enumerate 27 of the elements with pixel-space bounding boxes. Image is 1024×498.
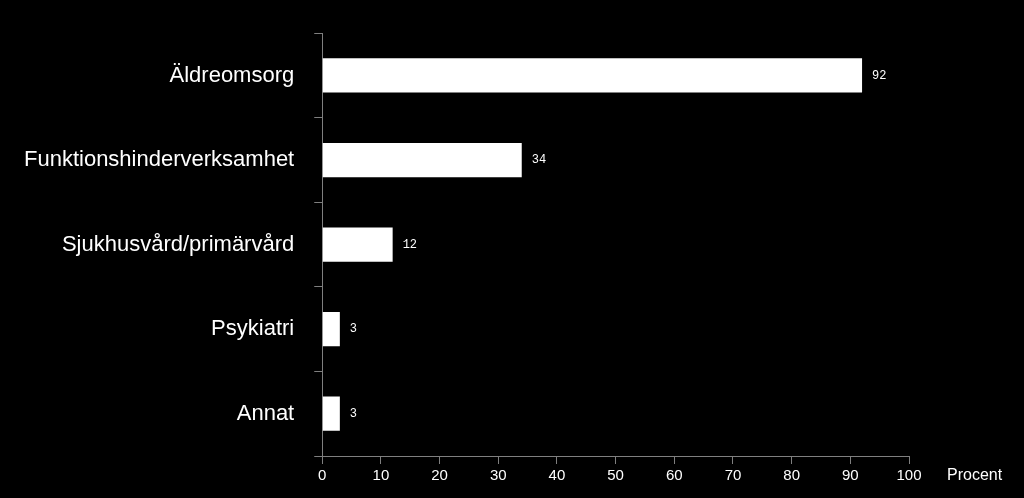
y-tick-label: Funktionshinderverksamhet bbox=[23, 146, 295, 172]
x-tick-label: 80 bbox=[783, 466, 800, 484]
bar bbox=[322, 142, 522, 178]
bar bbox=[322, 396, 340, 431]
data-label: 3 bbox=[349, 406, 358, 421]
data-label: 12 bbox=[402, 237, 418, 252]
y-tick-label: Sjukhusvård/primärvård bbox=[61, 230, 295, 256]
x-tick-label: 10 bbox=[372, 466, 390, 484]
bar bbox=[322, 227, 393, 262]
data-label: 92 bbox=[872, 68, 887, 83]
x-tick-label: 50 bbox=[607, 466, 624, 484]
data-label: 34 bbox=[531, 153, 547, 168]
x-tick-label: 70 bbox=[724, 466, 742, 484]
y-tick-label: Äldreomsorg bbox=[169, 61, 295, 87]
data-label: 3 bbox=[349, 322, 358, 337]
x-tick-label: 90 bbox=[841, 466, 859, 484]
bar bbox=[322, 312, 340, 347]
bar bbox=[322, 58, 863, 93]
x-tick-label: 20 bbox=[431, 466, 448, 484]
x-tick-label: 40 bbox=[548, 466, 566, 484]
x-tick-label: 100 bbox=[896, 466, 922, 484]
x-tick-label: 30 bbox=[489, 466, 507, 484]
x-tick-label: 60 bbox=[665, 466, 683, 484]
y-tick-label: Annat bbox=[236, 399, 295, 425]
x-axis-title: Procent bbox=[947, 466, 1003, 484]
x-tick-label: 0 bbox=[318, 466, 327, 484]
y-tick-label: Psykiatri bbox=[211, 315, 295, 341]
